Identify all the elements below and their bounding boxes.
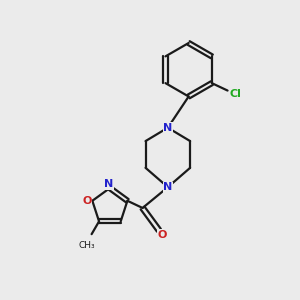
Text: Cl: Cl <box>230 88 242 98</box>
Text: N: N <box>163 182 172 192</box>
Text: N: N <box>104 179 113 190</box>
Text: O: O <box>157 230 167 240</box>
Text: O: O <box>82 196 92 206</box>
Text: N: N <box>163 123 172 133</box>
Text: CH₃: CH₃ <box>79 241 95 250</box>
